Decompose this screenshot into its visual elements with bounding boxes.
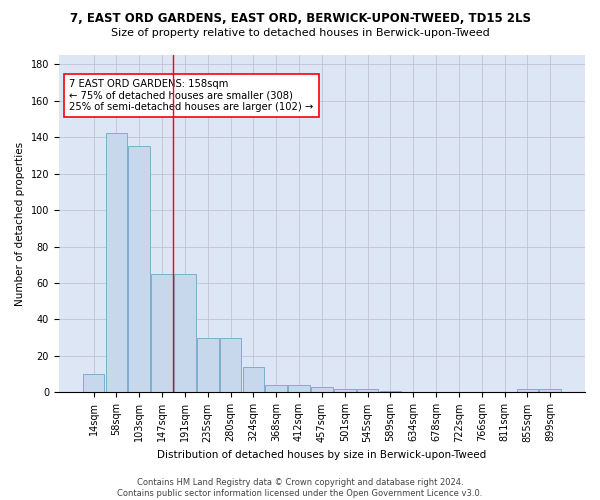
Bar xyxy=(151,274,173,392)
Bar xyxy=(380,390,401,392)
Bar xyxy=(265,385,287,392)
Bar xyxy=(242,367,264,392)
Bar xyxy=(106,134,127,392)
Bar xyxy=(357,389,379,392)
Bar xyxy=(128,146,150,392)
Bar xyxy=(83,374,104,392)
Bar xyxy=(311,387,333,392)
Bar xyxy=(539,389,561,392)
Text: Size of property relative to detached houses in Berwick-upon-Tweed: Size of property relative to detached ho… xyxy=(110,28,490,38)
Text: Contains HM Land Registry data © Crown copyright and database right 2024.
Contai: Contains HM Land Registry data © Crown c… xyxy=(118,478,482,498)
X-axis label: Distribution of detached houses by size in Berwick-upon-Tweed: Distribution of detached houses by size … xyxy=(157,450,487,460)
Bar xyxy=(220,338,241,392)
Bar xyxy=(174,274,196,392)
Y-axis label: Number of detached properties: Number of detached properties xyxy=(15,142,25,306)
Bar xyxy=(517,389,538,392)
Bar xyxy=(197,338,218,392)
Bar xyxy=(288,385,310,392)
Bar xyxy=(334,389,356,392)
Text: 7, EAST ORD GARDENS, EAST ORD, BERWICK-UPON-TWEED, TD15 2LS: 7, EAST ORD GARDENS, EAST ORD, BERWICK-U… xyxy=(70,12,530,26)
Text: 7 EAST ORD GARDENS: 158sqm
← 75% of detached houses are smaller (308)
25% of sem: 7 EAST ORD GARDENS: 158sqm ← 75% of deta… xyxy=(70,78,314,112)
